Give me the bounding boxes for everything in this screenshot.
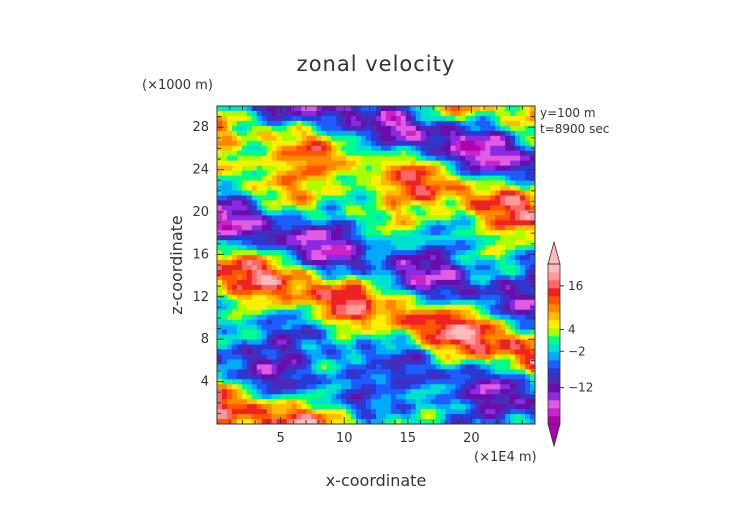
colorbar-arrow-bottom	[547, 423, 561, 448]
y-axis-label: z-coordinate	[167, 215, 186, 315]
annotation-y: y=100 m	[540, 106, 596, 120]
x-tick-label: 20	[463, 431, 480, 446]
colorbar-segment	[548, 312, 560, 321]
colorbar-segment	[548, 264, 560, 273]
colorbar-segment	[548, 296, 560, 305]
colorbar-segment	[548, 328, 560, 337]
colorbar-tick-label: −12	[568, 381, 593, 395]
y-tick-label: 24	[192, 163, 209, 178]
colorbar-segment	[548, 400, 560, 409]
y-tick-label: 8	[201, 332, 209, 347]
colorbar-segment	[548, 368, 560, 377]
annotation-t: t=8900 sec	[540, 122, 609, 136]
y-tick-label: 16	[192, 247, 209, 262]
colorbar-segment	[548, 272, 560, 281]
colorbar-tick-label: −2	[568, 344, 586, 358]
x-tick-label: 10	[336, 431, 353, 446]
chart-title: zonal velocity	[297, 52, 456, 76]
colorbar-segment	[548, 280, 560, 289]
colorbar-segment	[548, 376, 560, 385]
y-tick-label: 20	[192, 205, 209, 220]
x-unit-label: (×1E4 m)	[474, 450, 537, 465]
colorbar-segment	[548, 392, 560, 401]
colorbar-segment	[548, 288, 560, 297]
y-tick-label: 28	[192, 120, 209, 135]
colorbar-tick-label: 4	[568, 322, 576, 336]
heatmap-field	[217, 106, 535, 424]
y-unit-label: (×1000 m)	[142, 78, 213, 93]
colorbar-segment	[548, 336, 560, 345]
colorbar-segment	[548, 416, 560, 425]
y-tick-label: 12	[192, 290, 209, 305]
colorbar-segment	[548, 320, 560, 329]
colorbar-segment	[548, 344, 560, 353]
x-tick-label: 15	[400, 431, 417, 446]
x-axis-label: x-coordinate	[326, 471, 427, 490]
x-axis: 5 10 15 20	[229, 106, 523, 446]
colorbar: 16 4 −2 −12	[547, 240, 593, 448]
colorbar-segment	[548, 352, 560, 361]
colorbar-tick-label: 16	[568, 279, 583, 293]
colorbar-segment	[548, 360, 560, 369]
y-axis: 4 8 12 16 20 24 28	[192, 116, 535, 414]
colorbar-segment	[548, 408, 560, 417]
colorbar-segment	[548, 304, 560, 313]
colorbar-arrow-top	[547, 240, 561, 265]
colorbar-segment	[548, 384, 560, 393]
x-tick-label: 5	[276, 431, 284, 446]
y-tick-label: 4	[201, 375, 209, 390]
